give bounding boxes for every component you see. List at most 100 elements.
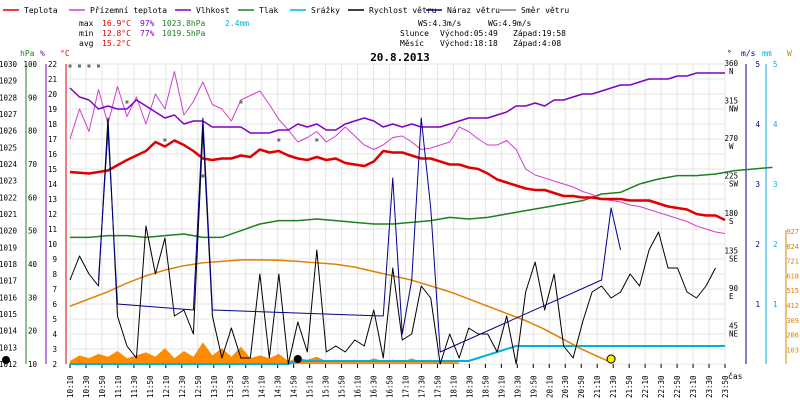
legend-label: Směr větru xyxy=(521,6,569,15)
solar-tick: 309 xyxy=(786,317,799,325)
rain-tick: 1 xyxy=(773,300,778,309)
summary-rain: 2.4mm xyxy=(225,19,249,28)
rain-tick: 5 xyxy=(773,60,778,69)
direction-tick-deg: 270 xyxy=(724,134,738,143)
moon-label: Měsíc xyxy=(400,39,424,48)
solar-tick: 927 xyxy=(786,228,799,236)
humidity-axis-tick: 10 xyxy=(28,360,38,369)
time-tick-label: 12:30 xyxy=(178,375,187,398)
time-tick-label: 14:50 xyxy=(290,375,299,398)
solar-area xyxy=(70,342,460,364)
humidity-axis-tick: 50 xyxy=(28,227,38,236)
rain-tick: 4 xyxy=(773,120,778,129)
time-tick-label: 10:10 xyxy=(66,375,75,398)
humidity-axis-tick: 20 xyxy=(28,327,38,336)
pressure-axis-tick: 1030 xyxy=(0,60,17,69)
temperature-axis-tick: 5 xyxy=(52,315,57,324)
direction-tick-deg: 360 xyxy=(724,59,738,68)
time-tick-label: 22:30 xyxy=(657,375,666,398)
time-tick-label: 21:30 xyxy=(609,375,618,398)
moon-phase-marker xyxy=(2,356,10,364)
time-tick-label: 10:30 xyxy=(82,375,91,398)
direction-axis-unit: ° xyxy=(727,49,732,58)
legend-label: Rychlost větru xyxy=(369,6,437,15)
summary-row-label: min xyxy=(79,29,94,38)
humidity-axis-tick: 30 xyxy=(28,293,38,302)
series-line-srazky xyxy=(70,345,725,365)
sun-set: Západ:19:58 xyxy=(513,29,566,38)
time-tick-label: 16:10 xyxy=(354,375,363,398)
direction-tick-label: S xyxy=(729,217,734,226)
wind-direction-point xyxy=(277,138,281,142)
temperature-axis-tick: 6 xyxy=(52,300,57,309)
time-tick-label: 20:50 xyxy=(577,375,586,398)
pressure-axis-tick: 1013 xyxy=(0,343,17,352)
time-tick-label: 21:50 xyxy=(625,375,634,398)
series-line-tlak xyxy=(70,166,773,239)
solar-tick: 824 xyxy=(786,243,799,251)
solar-tick: 412 xyxy=(786,302,799,310)
series-layer xyxy=(2,64,773,365)
time-tick-label: 12:50 xyxy=(194,375,203,398)
pressure-axis-tick: 1027 xyxy=(0,110,17,119)
time-tick-label: 22:10 xyxy=(641,375,650,398)
temperature-axis-tick: 13 xyxy=(48,195,57,204)
time-tick-label: 16:30 xyxy=(370,375,379,398)
temperature-axis-tick: 11 xyxy=(48,225,57,234)
pressure-axis-tick: 1016 xyxy=(0,293,17,302)
time-axis-label: čas xyxy=(728,371,743,381)
time-tick-label: 11:50 xyxy=(146,375,155,398)
humidity-axis-tick: 100 xyxy=(23,60,37,69)
time-tick-label: 18:50 xyxy=(481,375,490,398)
humidity-axis-tick: 60 xyxy=(28,193,38,202)
series-line-vlhkost xyxy=(69,72,725,134)
temperature-axis-tick: 8 xyxy=(52,270,57,279)
series-line-rychlost xyxy=(69,117,716,365)
wind-speed-info: WS:4.3m/s xyxy=(418,19,462,28)
summary-block: max 16.9°C 97% 1023.8hPa 2.4mm min 12.8°C 77% 10… xyxy=(79,19,566,48)
time-tick-label: 20:30 xyxy=(561,375,570,398)
time-tick-label: 19:50 xyxy=(529,375,538,398)
time-tick-label: 11:10 xyxy=(114,375,123,398)
pressure-axis-tick: 1024 xyxy=(0,160,17,169)
temperature-axis-tick: 2 xyxy=(52,360,57,369)
pressure-axis-tick: 1020 xyxy=(0,227,17,236)
solar-axis-unit: W xyxy=(787,49,792,58)
time-tick-label: 14:30 xyxy=(274,375,283,398)
time-tick-label: 11:30 xyxy=(130,375,139,398)
temperature-axis-tick: 15 xyxy=(48,165,57,174)
wind-direction-point xyxy=(68,64,72,68)
rain-axis-unit: mm xyxy=(762,49,772,58)
moon-rise: Východ:18:18 xyxy=(440,39,498,48)
time-tick-label: 21:10 xyxy=(593,375,602,398)
time-tick-label: 19:10 xyxy=(497,375,506,398)
wind-direction-point xyxy=(87,64,91,68)
temperature-axis-tick: 9 xyxy=(52,255,57,264)
summary-row-label: max xyxy=(79,19,94,28)
humidity-axis-tick: 70 xyxy=(28,160,38,169)
temperature-axis-tick: 18 xyxy=(48,120,58,129)
temperature-axis-tick: 17 xyxy=(48,135,57,144)
time-tick-label: 22:50 xyxy=(673,375,682,398)
direction-tick-label: NE xyxy=(729,330,739,339)
wind-tick: 3 xyxy=(755,180,760,189)
chart-date: 20.8.2013 xyxy=(370,51,430,64)
temperature-axis-unit: °C xyxy=(60,49,70,58)
wind-tick: 4 xyxy=(755,120,760,129)
pressure-axis-tick: 1019 xyxy=(0,243,17,252)
humidity-axis-unit: % xyxy=(40,49,45,58)
time-tick-label: 16:50 xyxy=(386,375,395,398)
time-tick-label: 23:10 xyxy=(689,375,698,398)
summary-pressure: 1023.8hPa xyxy=(162,19,206,28)
sun-label: Slunce xyxy=(400,29,429,38)
temperature-axis-tick: 20 xyxy=(48,90,58,99)
pressure-axis-tick: 1021 xyxy=(0,210,17,219)
pressure-axis-tick: 1025 xyxy=(0,143,17,152)
summary-humidity: 77% xyxy=(140,29,155,38)
wind-direction-point xyxy=(77,64,81,68)
temperature-axis-tick: 21 xyxy=(48,75,57,84)
humidity-axis-tick: 40 xyxy=(28,260,38,269)
time-tick-label: 18:10 xyxy=(449,375,458,398)
pressure-axis-tick: 1018 xyxy=(0,260,17,269)
wind-direction-point xyxy=(315,138,319,142)
